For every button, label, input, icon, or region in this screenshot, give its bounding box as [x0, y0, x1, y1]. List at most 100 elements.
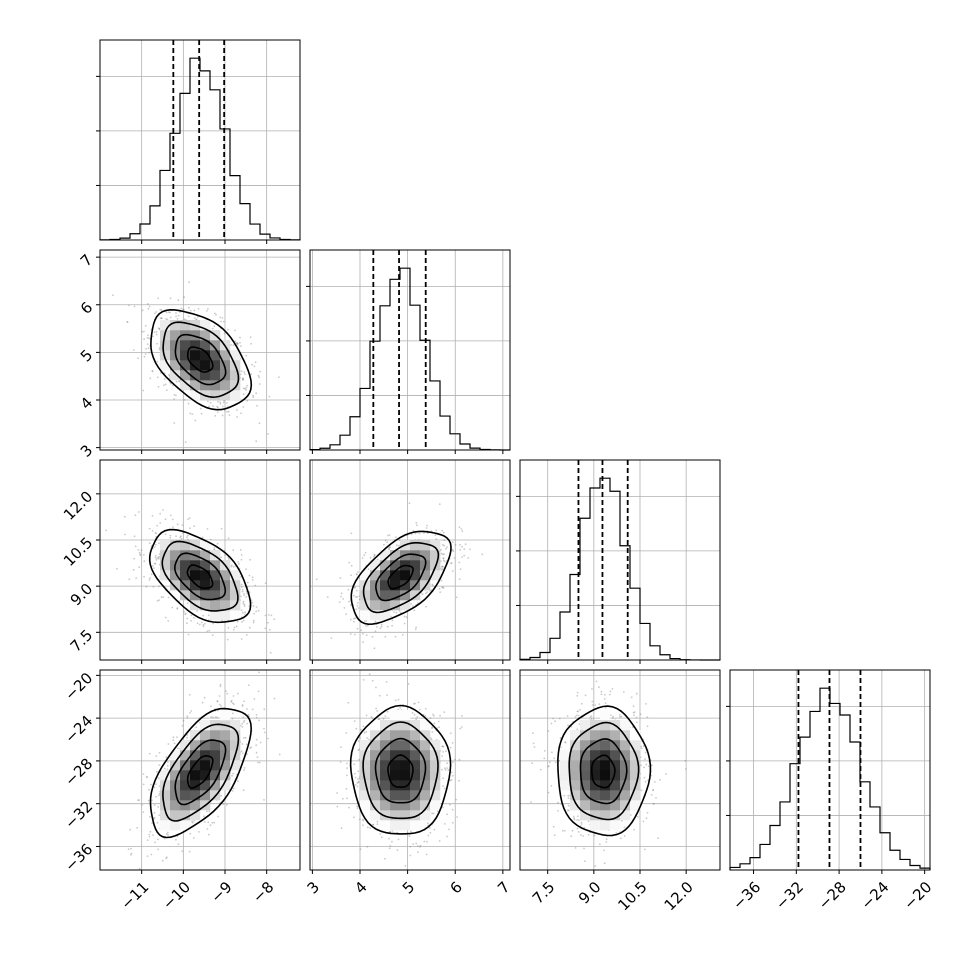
contour-line-3: [350, 530, 452, 626]
scatter-point: [240, 750, 243, 753]
scatter-point: [151, 799, 153, 802]
scatter-point: [384, 539, 387, 542]
scatter-point: [238, 562, 240, 565]
density-cell: [400, 790, 411, 801]
scatter-point: [154, 531, 157, 534]
density-cell: [220, 590, 231, 601]
contour-line-1: [173, 552, 227, 601]
scatter-point: [207, 614, 210, 617]
scatter-point: [444, 767, 446, 770]
scatter-point: [148, 527, 151, 530]
scatter-point: [306, 712, 308, 714]
scatter-point: [257, 374, 260, 377]
scatter-point: [127, 848, 130, 851]
density-cell: [410, 760, 421, 771]
scatter-point: [258, 719, 260, 722]
scatter-point: [183, 296, 186, 299]
scatter-point: [356, 805, 358, 808]
scatter-point: [383, 543, 385, 546]
scatter-point: [227, 627, 230, 629]
scatter-point: [193, 819, 195, 822]
density-cell: [400, 800, 411, 811]
scatter-point: [245, 568, 248, 571]
contour-line-1: [374, 737, 427, 804]
scatter-point: [429, 717, 432, 720]
scatter-point: [264, 614, 267, 617]
scatter-point: [439, 591, 442, 594]
scatter-point: [414, 702, 416, 705]
scatter-point: [241, 621, 244, 623]
density-cell: [190, 570, 201, 581]
scatter-point: [440, 579, 443, 582]
scatter-point: [440, 560, 442, 562]
scatter-point: [255, 738, 258, 741]
scatter-point: [395, 536, 397, 539]
density-cell: [410, 780, 421, 791]
density-cell: [200, 540, 211, 551]
scatter-point: [178, 380, 180, 382]
scatter-point: [240, 554, 243, 556]
density-cell: [210, 350, 221, 361]
scatter-point: [369, 556, 372, 559]
scatter-point: [539, 768, 542, 771]
scatter-point: [354, 617, 357, 619]
density-cell: [200, 730, 211, 741]
scatter-point: [188, 693, 191, 696]
scatter-point: [223, 409, 226, 412]
scatter-point: [451, 541, 454, 544]
density-cell: [400, 580, 411, 591]
scatter-point: [248, 626, 251, 629]
density-cell: [360, 800, 371, 811]
scatter-point: [379, 833, 382, 835]
scatter-point: [219, 401, 222, 404]
density-cell: [180, 780, 191, 791]
scatter-point: [409, 845, 412, 848]
scatter-point: [148, 337, 150, 339]
histogram-panel-3: [726, 669, 931, 871]
scatter-point: [166, 318, 169, 321]
scatter-point: [221, 414, 224, 417]
density-cell: [400, 820, 411, 831]
scatter-point: [346, 762, 348, 765]
scatter-point: [189, 309, 192, 312]
scatter-point: [413, 609, 416, 612]
scatter-point: [361, 818, 364, 821]
density-cell: [370, 560, 381, 571]
scatter-point: [267, 737, 269, 740]
scatter-point: [397, 838, 400, 841]
scatter-point: [431, 584, 434, 587]
density-cell: [420, 790, 431, 801]
scatter-point: [442, 777, 445, 780]
density-cell: [420, 800, 431, 811]
scatter-point: [246, 722, 249, 725]
scatter-point: [150, 573, 153, 576]
scatter-point: [208, 629, 211, 632]
scatter-point: [423, 840, 426, 843]
scatter-point: [167, 620, 170, 622]
scatter-point: [153, 811, 156, 814]
scatter-point: [445, 750, 447, 753]
scatter-point: [239, 336, 241, 339]
scatter-point: [412, 529, 415, 532]
scatter-panel-3-2: [519, 669, 721, 871]
density-cell: [410, 740, 421, 751]
scatter-point: [415, 521, 418, 524]
scatter-point: [175, 312, 177, 314]
scatter-point: [458, 758, 461, 761]
scatter-point: [273, 618, 276, 621]
scatter-point: [240, 412, 242, 415]
density-cell: [390, 810, 401, 821]
density-cell: [180, 810, 191, 821]
scatter-point: [146, 337, 149, 339]
scatter-point: [140, 549, 143, 552]
contour-line-1: [174, 333, 227, 386]
density-cell: [420, 550, 431, 561]
scatter-point: [362, 819, 365, 822]
scatter-point: [158, 348, 161, 351]
scatter-point: [176, 318, 179, 320]
scatter-point: [257, 609, 260, 612]
histogram-series-2: [519, 477, 721, 661]
scatter-point: [387, 534, 389, 537]
scatter-point: [255, 714, 258, 716]
density-cell: [380, 730, 391, 741]
